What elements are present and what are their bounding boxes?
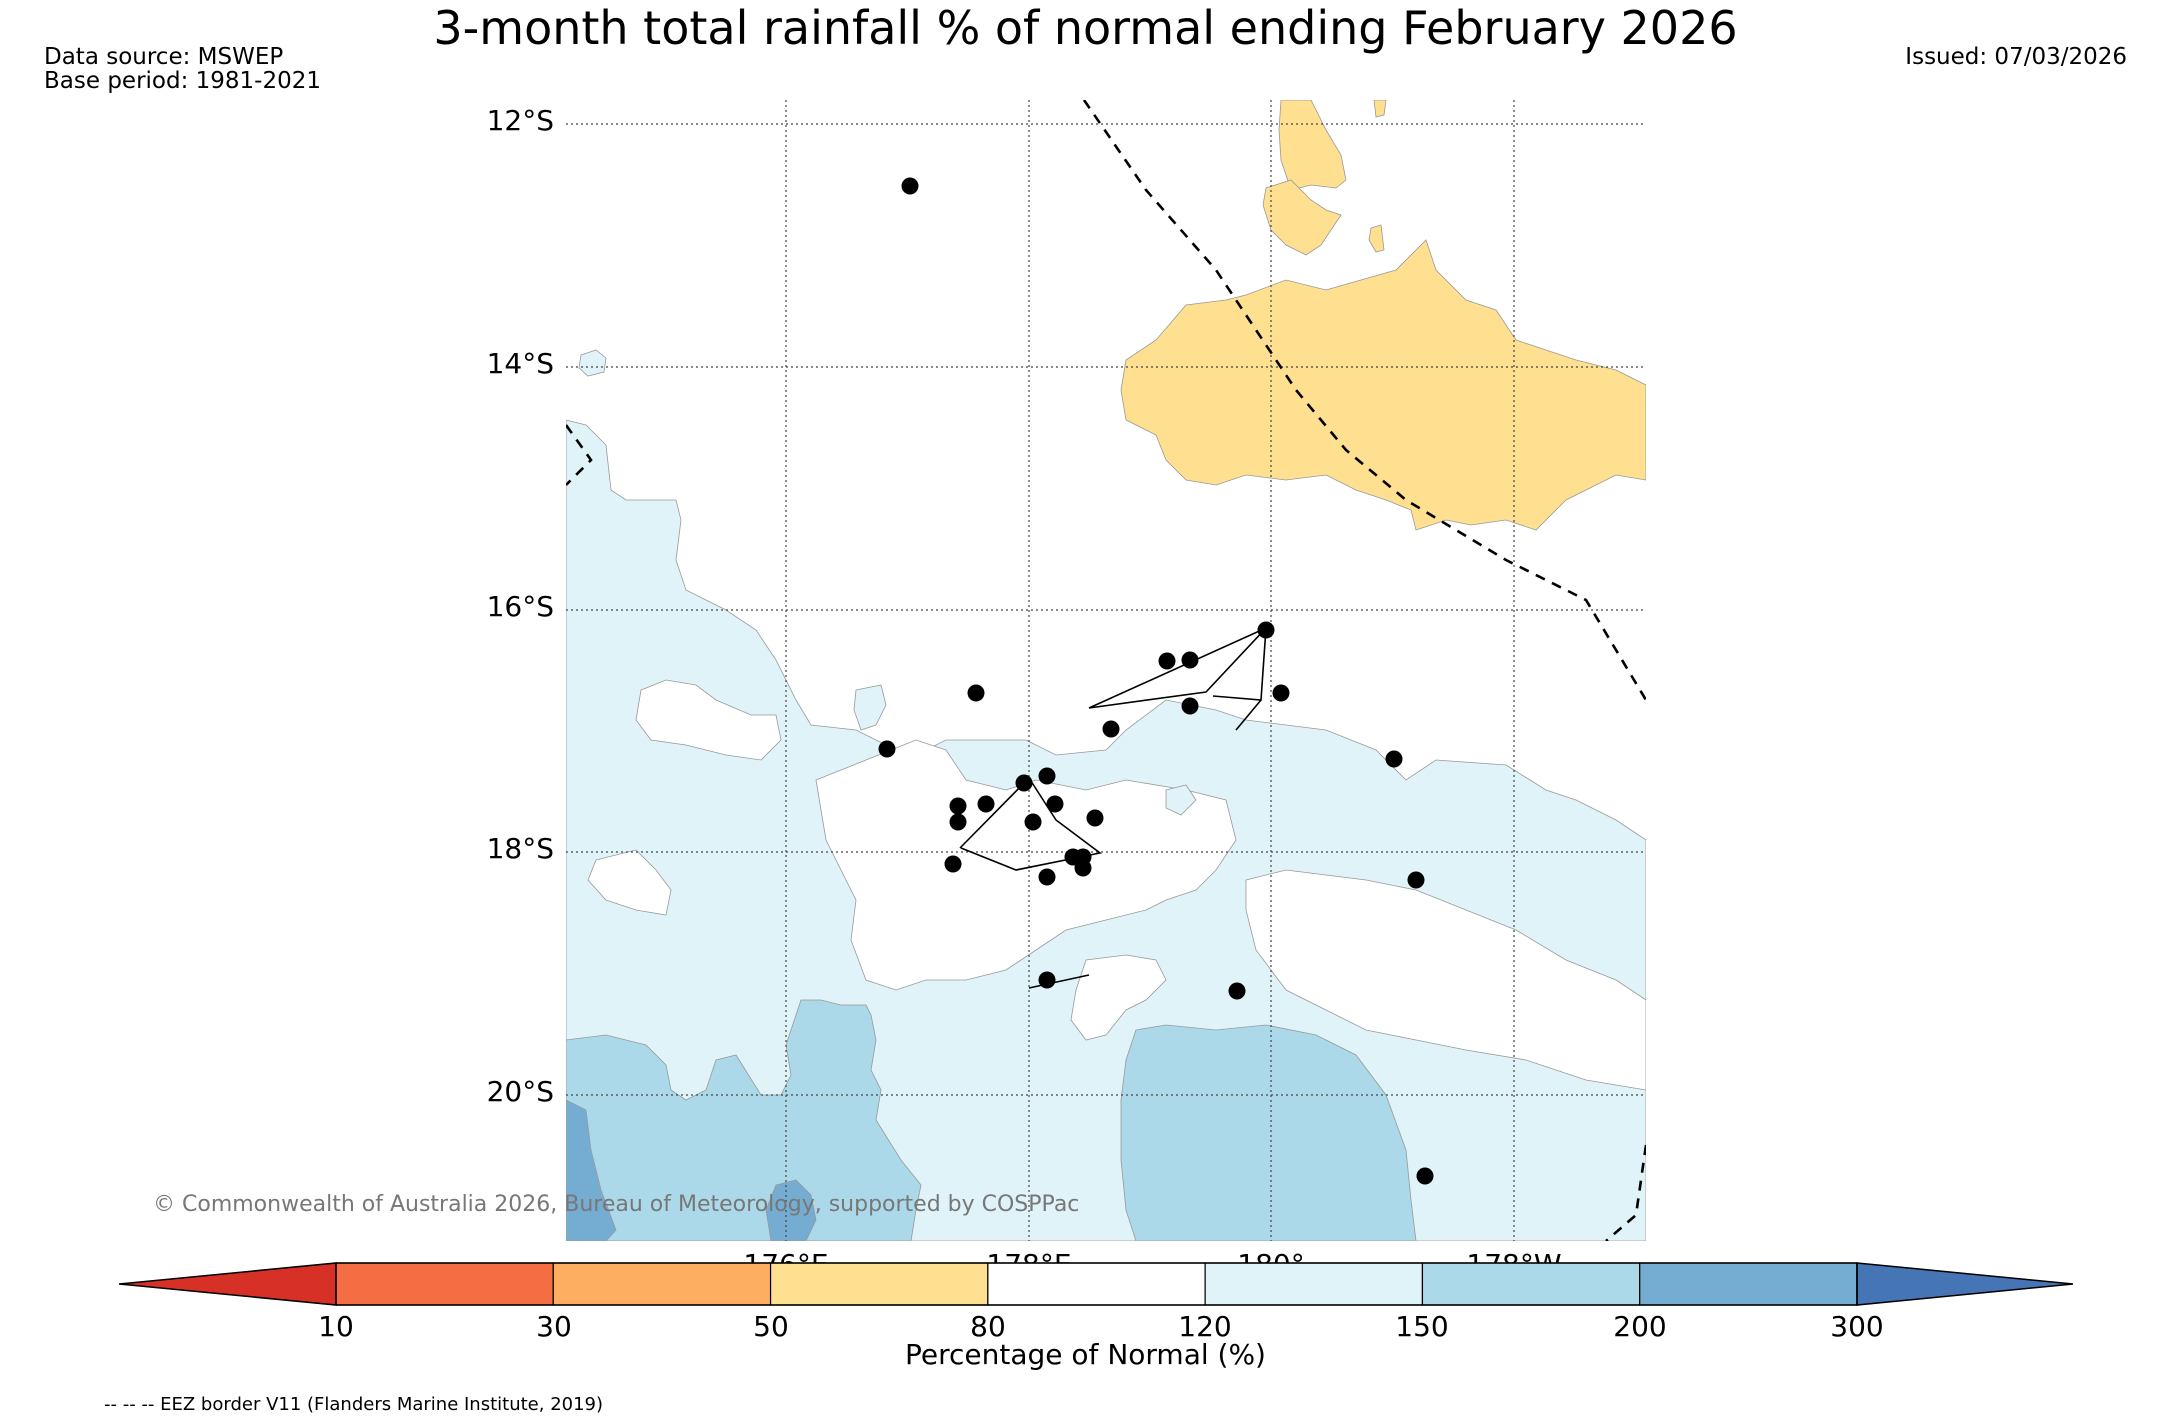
colorbar-tick-150: 150 bbox=[1395, 1310, 1449, 1343]
lat-label-12s: 12°S bbox=[486, 104, 554, 137]
eez-borders bbox=[566, 100, 1646, 1241]
colorbar-segment-50_80 bbox=[769, 1262, 989, 1306]
graticule bbox=[566, 100, 1646, 1241]
colorbar-segment-150_200 bbox=[1421, 1262, 1641, 1306]
region-200-300-south bbox=[765, 1179, 817, 1241]
region-80-120-east bbox=[1245, 869, 1646, 1091]
base-period: Base period: 1981-2021 bbox=[44, 68, 322, 94]
region-50-80-north-island-3 bbox=[1368, 224, 1385, 253]
colorbar-segment-80_120 bbox=[987, 1262, 1206, 1306]
region-80-120-southcentral bbox=[1070, 954, 1167, 1041]
fiji-outlines bbox=[959, 626, 1267, 989]
region-200-300-southwest bbox=[566, 1099, 617, 1241]
region-150-200-southeast bbox=[1120, 1024, 1417, 1241]
colorbar-tick-80: 80 bbox=[970, 1310, 1006, 1343]
metadata-left: Data source: MSWEP Base period: 1981-202… bbox=[44, 45, 321, 93]
lat-label-18s: 18°S bbox=[486, 832, 554, 865]
eez-legend-note: -- -- -- EEZ border V11 (Flanders Marine… bbox=[104, 1394, 604, 1415]
colorbar-title: Percentage of Normal (%) bbox=[905, 1338, 1266, 1371]
data-source: Data source: MSWEP bbox=[44, 44, 284, 70]
rainfall-map bbox=[566, 100, 1646, 1241]
colorbar-tick-300: 300 bbox=[1830, 1310, 1884, 1343]
colorbar-extend-high bbox=[1856, 1262, 2074, 1306]
colorbar-segment-200_300 bbox=[1639, 1262, 1858, 1306]
colorbar-extend-low bbox=[118, 1262, 337, 1306]
map-title: 3-month total rainfall % of normal endin… bbox=[433, 1, 1738, 55]
lat-label-16s: 16°S bbox=[486, 590, 554, 623]
region-50-80-northeast bbox=[1120, 239, 1646, 531]
lat-label-20s: 20°S bbox=[486, 1075, 554, 1108]
region-120-150-islet-3 bbox=[1165, 784, 1197, 816]
region-80-120-hole-southwest bbox=[587, 849, 672, 916]
issued-date: Issued: 07/03/2026 bbox=[1905, 44, 2127, 70]
region-50-80-north-island-2 bbox=[1262, 179, 1342, 256]
colorbar-tick-120: 120 bbox=[1178, 1310, 1232, 1343]
colorbar-segment-10_30 bbox=[335, 1262, 554, 1306]
region-50-80-north-island-4 bbox=[1373, 100, 1387, 118]
region-150-200-southwest bbox=[566, 999, 922, 1241]
region-50-80-north-island bbox=[1278, 100, 1347, 191]
copyright-notice: © Commonwealth of Australia 2026, Bureau… bbox=[153, 1192, 1080, 1217]
colorbar-tick-200: 200 bbox=[1613, 1310, 1667, 1343]
region-80-120-central bbox=[815, 739, 1237, 991]
region-120-150-islet-2 bbox=[853, 684, 887, 731]
colorbar-tick-30: 30 bbox=[536, 1310, 572, 1343]
colorbar-segment-30_50 bbox=[552, 1262, 772, 1306]
lat-label-14s: 14°S bbox=[486, 347, 554, 380]
region-120-150-islet-1 bbox=[578, 349, 607, 377]
station-markers bbox=[878, 177, 1434, 1185]
colorbar-segment-120_150 bbox=[1204, 1262, 1424, 1306]
region-80-120-hole-west bbox=[635, 679, 782, 761]
colorbar-tick-50: 50 bbox=[753, 1310, 789, 1343]
colorbar-tick-10: 10 bbox=[318, 1310, 354, 1343]
colorbar bbox=[118, 1262, 2074, 1306]
